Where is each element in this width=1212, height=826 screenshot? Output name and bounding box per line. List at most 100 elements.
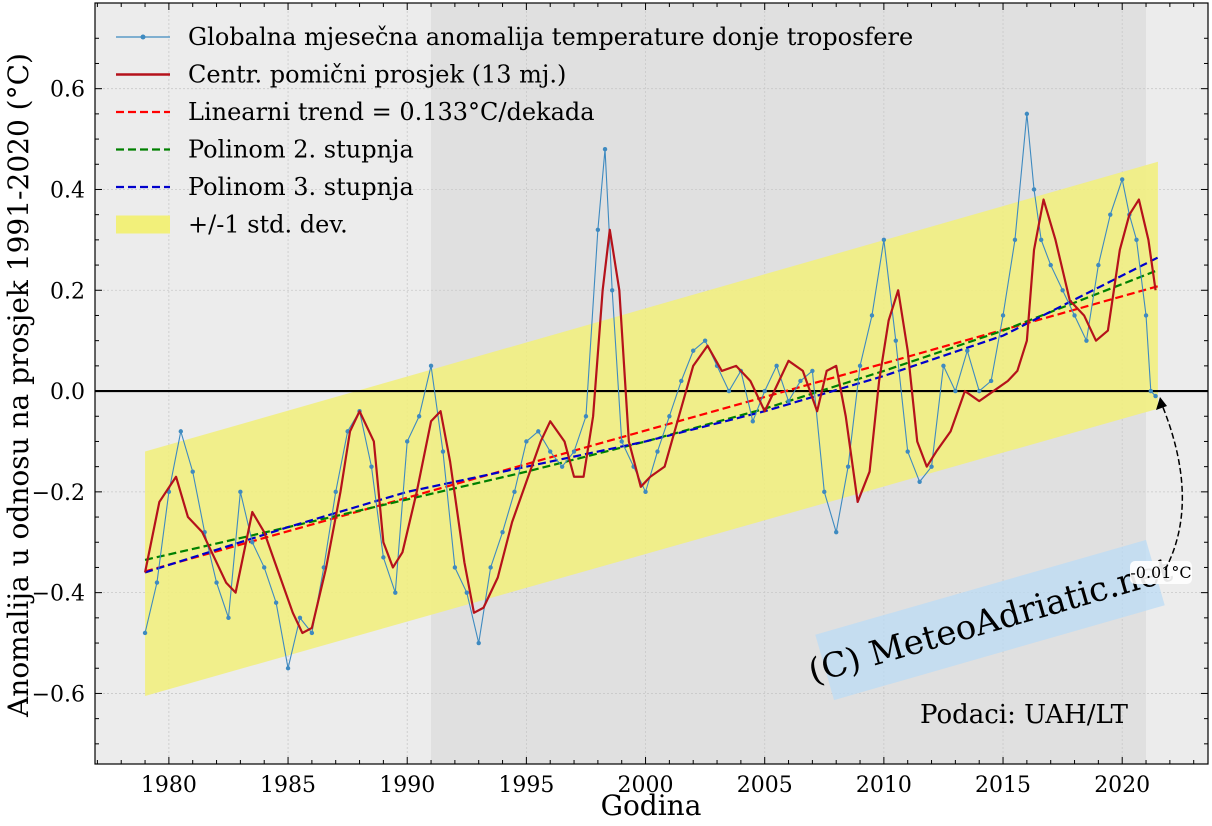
monthly-point: [602, 146, 608, 152]
monthly-point: [929, 464, 934, 469]
x-axis: 1980 1985 1990 1995 2000 2005 2010 2015 2020: [96, 3, 1195, 798]
legend-marker: [140, 34, 146, 40]
monthly-point: [536, 429, 541, 434]
monthly-point: [905, 449, 910, 454]
trend-line-3: [144, 256, 1159, 574]
monthly-point: [1012, 237, 1018, 243]
monthly-point: [405, 439, 410, 444]
monthly-point: [214, 580, 219, 585]
monthly-point: [691, 348, 696, 353]
std-dev-band: [145, 161, 1158, 696]
monthly-point: [178, 429, 183, 434]
monthly-point: [428, 363, 434, 369]
y-tick-label: 0.6: [50, 78, 85, 103]
x-tick-label: 2010: [856, 773, 912, 798]
monthly-point: [297, 615, 303, 621]
monthly-point: [1000, 313, 1006, 318]
monthly-point: [1084, 338, 1089, 343]
monthly-point: [857, 363, 863, 369]
moving-average-line: [143, 198, 1157, 635]
monthly-anomaly-series: [142, 111, 1158, 671]
source-label: Podaci: UAH/LT: [920, 700, 1129, 730]
monthly-point: [250, 540, 255, 545]
monthly-point: [524, 439, 529, 444]
legend-label: Centr. pomični prosjek (13 mj.): [188, 61, 566, 89]
legend-item: Linearni trend = 0.133°C/dekada: [116, 98, 595, 126]
trend-line-2: [144, 269, 1159, 561]
y-tick-label: −0.6: [32, 682, 85, 707]
monthly-point: [1060, 288, 1065, 293]
legend-swatch: [116, 215, 170, 234]
monthly-point: [476, 640, 481, 646]
legend: Globalna mjesečna anomalija temperature …: [116, 23, 913, 239]
plot-frame: [94, 2, 1209, 765]
monthly-point: [1108, 212, 1113, 217]
monthly-point: [1096, 262, 1101, 268]
monthly-point: [309, 630, 315, 636]
monthly-point: [381, 555, 386, 560]
monthly-point: [988, 378, 994, 384]
monthly-point: [333, 489, 338, 495]
legend-label: Polinom 2. stupnja: [188, 136, 414, 164]
monthly-point: [893, 338, 898, 343]
x-tick-label: 2005: [737, 773, 793, 798]
legend-label: Globalna mjesečna anomalija temperature …: [188, 23, 913, 51]
monthly-point: [845, 464, 851, 469]
x-tick-label: 1985: [260, 773, 316, 798]
monthly-point: [1024, 111, 1030, 117]
y-tick-label: −0.2: [32, 481, 85, 506]
monthly-point: [822, 489, 827, 495]
monthly-point: [512, 489, 517, 495]
monthly-point: [917, 479, 922, 484]
monthly-point: [369, 464, 374, 469]
monthly-point: [643, 489, 648, 495]
y-tick-label: −0.4: [32, 582, 85, 607]
annotation-arrowhead: [1156, 397, 1167, 410]
monthly-point: [595, 227, 601, 232]
monthly-point: [452, 565, 458, 570]
monthly-point: [262, 565, 267, 570]
monthly-point: [726, 388, 732, 394]
monthly-point: [571, 449, 577, 454]
legend-label: Polinom 3. stupnja: [188, 173, 414, 201]
y-tick-label: 0.0: [50, 380, 85, 405]
monthly-point: [226, 615, 231, 621]
legend-item: Polinom 3. stupnja: [116, 173, 414, 201]
legend-item: Globalna mjesečna anomalija temperature …: [116, 23, 913, 51]
legend-label: +/-1 std. dev.: [188, 211, 348, 239]
monthly-point: [798, 378, 803, 384]
monthly-point: [190, 469, 195, 474]
monthly-point: [500, 529, 505, 535]
monthly-point: [1031, 187, 1037, 192]
monthly-point: [810, 368, 815, 374]
monthly-point: [548, 449, 553, 454]
x-tick-label: 2000: [618, 773, 674, 798]
monthly-point: [953, 388, 958, 394]
monthly-point: [1120, 177, 1125, 182]
monthly-point: [1048, 262, 1053, 268]
monthly-point: [285, 666, 291, 671]
x-tick-label: 2020: [1094, 773, 1150, 798]
monthly-point: [774, 363, 779, 369]
trend-lines: [144, 256, 1159, 574]
monthly-point: [702, 338, 708, 343]
x-tick-label: 1995: [498, 773, 554, 798]
monthly-point: [609, 288, 615, 293]
monthly-point: [834, 529, 839, 535]
monthly-point: [655, 449, 660, 454]
monthly-point: [440, 449, 446, 454]
x-axis-title: Godina: [601, 789, 702, 822]
monthly-point: [1143, 313, 1149, 318]
monthly-point: [416, 414, 422, 419]
monthly-point: [273, 600, 279, 605]
monthly-point: [238, 489, 243, 495]
y-axis-title: Anomalija u odnosu na prosjek 1991-2020 …: [2, 53, 35, 718]
monthly-point: [881, 237, 887, 243]
monthly-point: [667, 414, 672, 419]
monthly-point: [786, 398, 791, 404]
monthly-point: [559, 464, 565, 469]
trend-line-1: [144, 285, 1159, 573]
x-tick-label: 1980: [141, 773, 197, 798]
monthly-point: [393, 590, 398, 595]
